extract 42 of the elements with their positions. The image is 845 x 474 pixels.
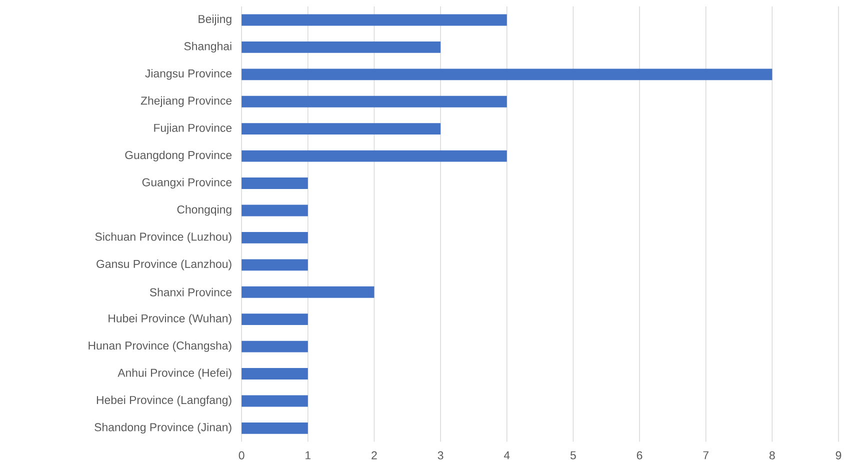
y-tick-label: Hubei Province (Wuhan) [108, 314, 232, 325]
x-tick-label: 5 [570, 451, 576, 460]
y-tick-label: Chongqing [177, 205, 232, 216]
bar [242, 150, 507, 162]
y-tick-label: Shanghai [184, 42, 232, 52]
bar [242, 14, 507, 26]
bar [242, 123, 441, 134]
bar [242, 177, 308, 189]
bar [242, 204, 308, 216]
y-tick-label: Hebei Province (Langfang) [96, 396, 232, 406]
x-tick-label: 1 [306, 451, 311, 460]
y-tick-label: Anhui Province (Hefei) [118, 368, 232, 380]
y-tick-label: Gansu Province (Lanzhou) [96, 260, 232, 270]
bar [242, 286, 374, 298]
y-tick-label: Hunan Province (Changsha) [88, 341, 232, 352]
y-tick-label: Sichuan Province (Luzhou) [95, 232, 232, 243]
y-tick-label: Fujian Province [154, 123, 232, 134]
x-tick-label: 9 [836, 451, 842, 460]
y-tick-label: Beijing [198, 14, 232, 26]
x-tick-label: 7 [703, 451, 708, 460]
y-tick-label: Guangdong Province [125, 150, 232, 162]
x-tick-label: 3 [438, 451, 444, 460]
bar [242, 340, 308, 352]
bar [242, 259, 308, 271]
x-tick-label: 8 [770, 451, 775, 460]
y-tick-label: Shandong Province (Jinan) [94, 422, 232, 434]
y-tick-label: Jiangsu Province [145, 69, 232, 80]
bar [242, 68, 772, 80]
x-tick-label: 2 [372, 451, 377, 460]
bar [242, 232, 308, 244]
bar [242, 314, 308, 325]
y-tick-label: Zhejiang Province [140, 96, 232, 107]
bar [242, 422, 308, 434]
bar [242, 96, 507, 108]
x-tick-label: 0 [238, 451, 244, 460]
x-tick-label: 6 [636, 451, 642, 460]
x-tick-label: 4 [504, 451, 510, 460]
bar [242, 41, 441, 53]
y-tick-label: Shanxi Province [150, 288, 232, 296]
bar [242, 368, 308, 380]
bar [242, 395, 308, 407]
y-tick-label: Guangxi Province [142, 178, 232, 189]
